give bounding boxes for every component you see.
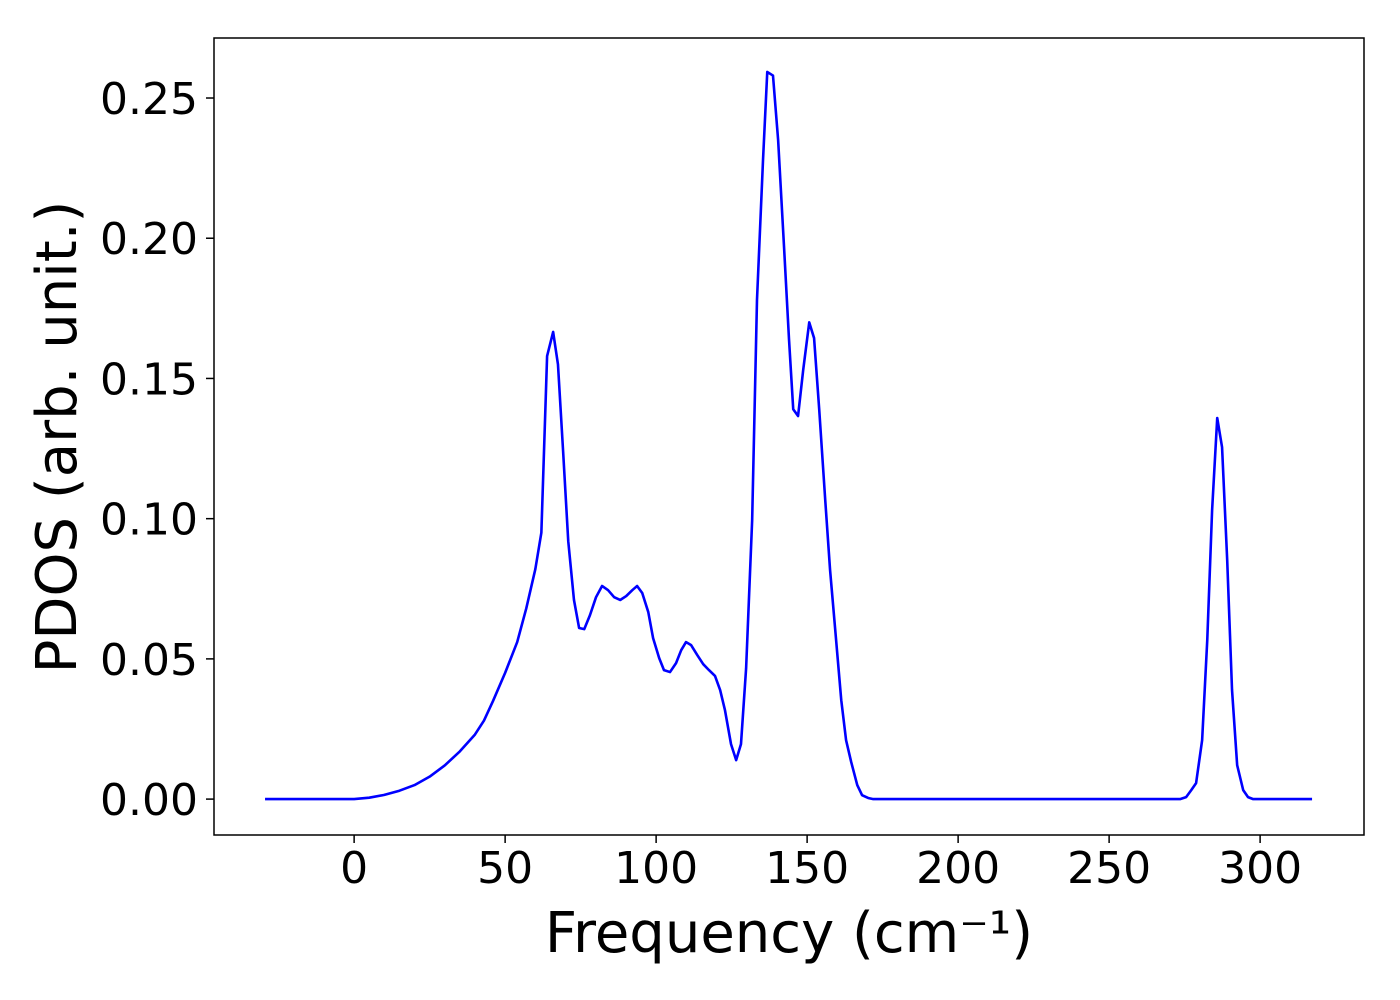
x-tick-label: 250 bbox=[1067, 843, 1151, 894]
data-line bbox=[265, 70, 1313, 801]
x-tick-label: 100 bbox=[614, 843, 698, 894]
x-tick-label: 300 bbox=[1218, 843, 1302, 894]
x-tick-label: 150 bbox=[765, 843, 849, 894]
x-tick-label: 200 bbox=[916, 843, 1000, 894]
x-tick-label: 0 bbox=[340, 843, 368, 894]
y-tick-label: 0.05 bbox=[100, 635, 198, 686]
x-tick-label: 50 bbox=[477, 843, 533, 894]
y-tick-label: 0.25 bbox=[100, 74, 198, 125]
plot-frame bbox=[213, 37, 1365, 836]
y-tick-label: 0.15 bbox=[100, 354, 198, 405]
y-axis-label: PDOS (arb. unit.) bbox=[25, 201, 90, 674]
y-tick-label: 0.00 bbox=[100, 775, 198, 826]
y-tick-label: 0.20 bbox=[100, 214, 198, 265]
y-tick-label: 0.10 bbox=[100, 495, 198, 546]
x-axis-label: Frequency (cm⁻¹) bbox=[545, 901, 1033, 966]
